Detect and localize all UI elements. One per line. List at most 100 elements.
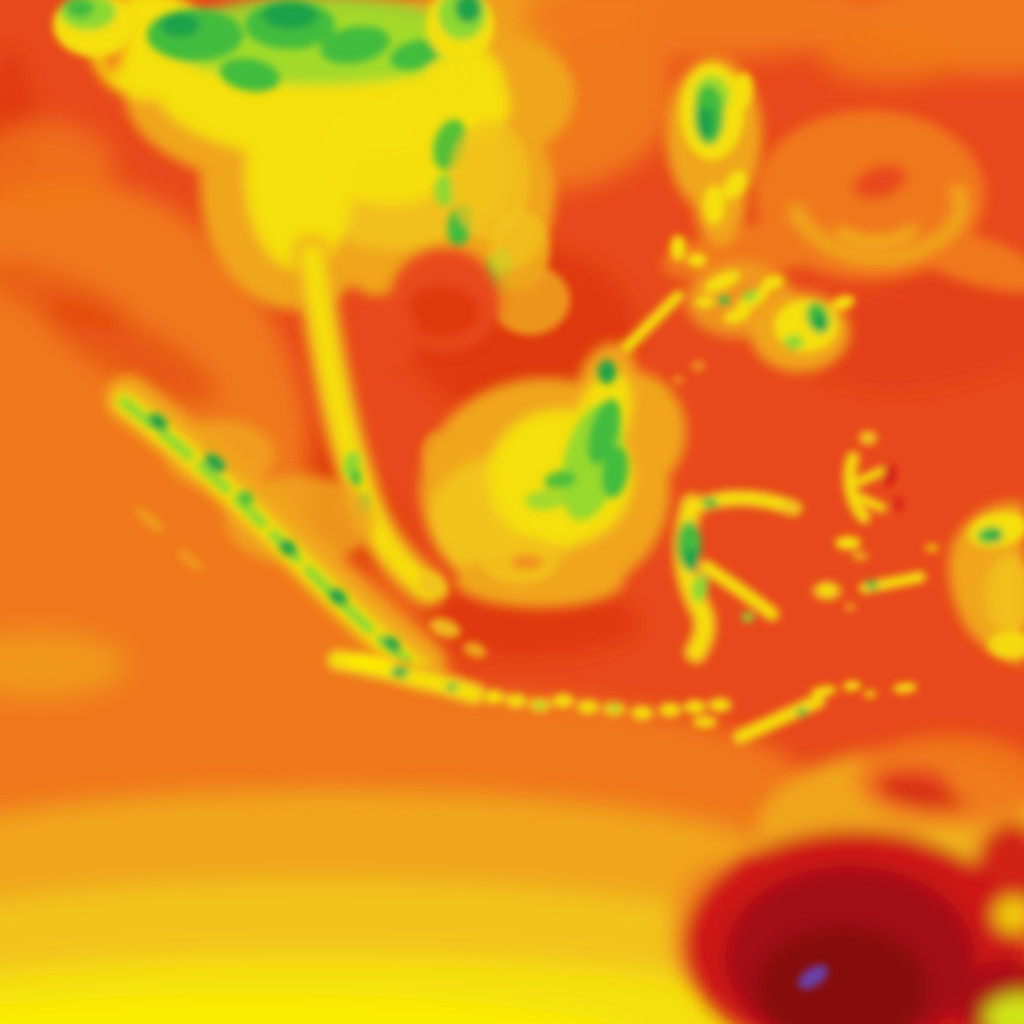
mountain-ridge-core [988,532,1002,542]
island-dot [135,507,165,533]
island-sulawesi [671,489,803,665]
mountain-ridge-core [351,469,361,487]
lowland [225,475,375,565]
island-dot [852,551,868,561]
sea-patch-philippine-sea [812,269,1024,391]
island-arm-core [701,562,777,619]
island-dot [723,308,751,324]
island-dot-sumba [693,716,717,728]
island-dot [925,544,939,552]
island-body-core [344,653,396,671]
cyclone-arm [661,219,849,281]
island-dot [831,295,855,311]
island-dot [695,296,715,308]
land-blob [450,120,530,240]
islands-maluku [812,431,927,611]
sea-patch [520,0,880,60]
mountain-ridge-core [393,671,403,677]
island-dot [633,707,651,719]
island-dot [429,617,461,639]
sea-patch [0,120,115,210]
mountain-ridge [147,9,243,61]
southern-ocean-gradient [0,790,830,1024]
island-sumatra-details [119,397,487,673]
mountain-ridge [742,290,758,302]
mountain-ridge [525,489,565,511]
island-dot [177,548,203,572]
mountain-ridge-core [598,360,616,384]
sea-patch [0,633,125,697]
mountain-ridge-core [610,705,618,711]
mountain-ridge-core [148,413,168,431]
island-dot [711,699,729,711]
australia-heat-zone [670,735,1024,1024]
mountain-ridge-core [328,587,348,607]
mountain-ridge [435,174,455,206]
australia-cold-spot [798,964,828,990]
cyclone-eye [852,164,908,200]
mountain-ridge-core [684,548,698,572]
mountain-ridge [702,498,718,508]
island-dot [811,685,837,697]
mountain-ridge-core [279,539,297,557]
island-dot [686,701,704,713]
island-dot [703,270,741,294]
island-dot [835,536,861,550]
island-dot [554,695,572,707]
hot-sea-speck [882,464,896,486]
archipelago-philippines-details [619,64,855,396]
land-blob [426,59,470,91]
island-dot [507,695,525,707]
mountain-ridge-core [383,636,401,652]
mountain-ridge [220,58,280,92]
island-dot [579,701,597,713]
mountain-ridge-core [262,1,318,29]
island-buru-core [818,584,836,596]
sea-patch [820,27,960,83]
island-dot [703,185,725,225]
island-new-guinea-details [925,512,1024,659]
corner-cool-patch [984,994,1024,1024]
island-dot [670,235,686,261]
island-dot [859,431,877,445]
gradient-band-bright [0,994,612,1024]
mountain-ridge-core [455,0,481,23]
gulf-of-thailand-notch [360,248,500,370]
island-halmahera-core [853,468,885,486]
island-dot [864,690,876,698]
mountain-ridge-core [446,683,458,691]
mountain-ridge [390,40,440,70]
mountain-ridge-core [866,580,878,590]
heat-core-dark [757,926,927,1024]
island-dot [843,680,861,692]
island-dot [691,361,705,371]
heat-edge-patch [976,822,1024,914]
mountain-ridge-core [238,491,254,505]
sea-patch [404,286,480,338]
island-borneo-details [422,360,629,584]
mountain-ridge-core [813,313,827,331]
mountain-ridge-core [718,295,730,305]
sea-wisp [0,259,131,331]
mountain-ridge-core [698,106,714,138]
island-dot [422,432,450,472]
island-palawan-core [622,292,682,352]
mountain-ridge [784,335,804,349]
warm-patch [511,554,543,570]
island-halmahera-core [856,494,885,511]
land-blob [490,265,570,335]
island-dot [672,376,684,384]
island-luzon [721,73,753,123]
mountain-ridge-core [536,702,544,708]
cyclone-swirl [661,110,1024,293]
island-dot [783,502,803,514]
landmass-indochina-details [53,0,570,335]
mountain-ridge-core [66,0,94,18]
purple-cold-spot [798,964,828,990]
island-dot [687,253,707,267]
island-interior [986,555,1024,635]
mountain-ridge [544,470,576,490]
island-interior [988,631,1024,659]
